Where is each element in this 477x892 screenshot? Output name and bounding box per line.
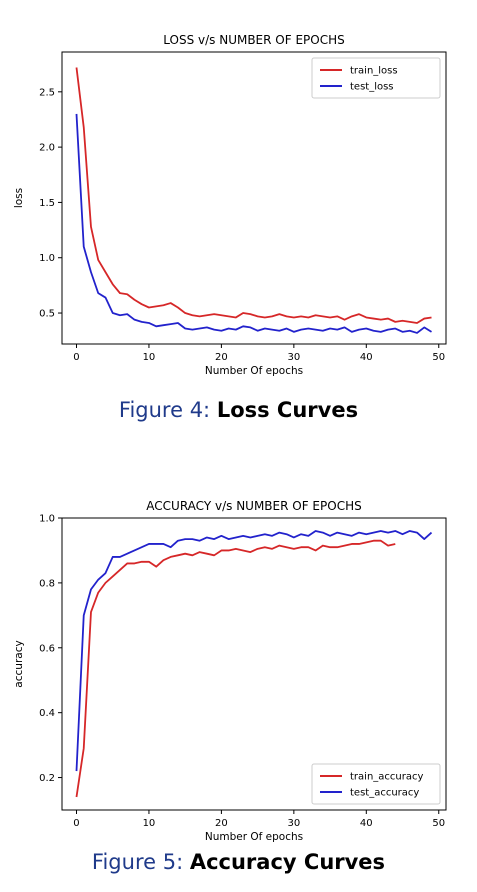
loss-y-tick-label: 1.5 — [39, 198, 55, 209]
accuracy-y-tick-label: 0.6 — [39, 643, 55, 654]
accuracy-legend-box — [311, 763, 441, 805]
accuracy-chart-svg: ACCURACY v/s NUMBER OF EPOCHS 0 10 20 30 40 50… — [13, 499, 447, 843]
accuracy-y-tick-label: 1.0 — [39, 514, 55, 525]
loss-plot-frame — [61, 51, 447, 345]
accuracy-series-test-accuracy — [75, 530, 433, 772]
loss-x-tick-label: 40 — [360, 352, 373, 363]
loss-series-train-loss — [75, 67, 432, 324]
accuracy-x-tick-label: 30 — [287, 818, 300, 829]
accuracy-x-axis-label: Number Of epochs — [205, 831, 303, 843]
figure-4-title: Loss Curves — [216, 398, 359, 422]
loss-chart-title: LOSS v/s NUMBER OF EPOCHS — [163, 33, 345, 47]
loss-x-tick-label: 10 — [143, 352, 156, 363]
accuracy-x-tick-label: 40 — [360, 818, 373, 829]
accuracy-series-train-accuracy — [75, 539, 396, 798]
accuracy-x-tick-label: 20 — [215, 818, 228, 829]
accuracy-plot-frame — [61, 517, 447, 811]
loss-y-axis-label: loss — [13, 188, 25, 208]
loss-curves-chart: LOSS v/s NUMBER OF EPOCHS 0 10 20 30 40 50 0.5 1… — [0, 22, 477, 377]
loss-legend-label: train_loss — [350, 66, 398, 77]
loss-series-test-loss — [75, 113, 432, 334]
figure-4-caption: Figure 4: Loss Curves — [0, 398, 477, 422]
figure-5-label: Figure 5: — [91, 850, 190, 874]
accuracy-chart-title: ACCURACY v/s NUMBER OF EPOCHS — [146, 499, 361, 513]
accuracy-y-tick-label: 0.4 — [39, 708, 55, 719]
accuracy-x-tick-label: 50 — [432, 818, 445, 829]
accuracy-legend: train_accuracy test_accuracy — [311, 763, 441, 805]
loss-x-tick-label: 50 — [432, 352, 445, 363]
accuracy-legend-label: train_accuracy — [350, 772, 423, 783]
loss-legend-label: test_loss — [350, 82, 394, 93]
accuracy-x-tick-label: 0 — [73, 818, 79, 829]
loss-legend: train_loss test_loss — [311, 57, 441, 99]
loss-y-tick-label: 1.0 — [39, 253, 55, 264]
loss-x-tick-label: 0 — [73, 352, 79, 363]
loss-x-tick-label: 30 — [287, 352, 300, 363]
loss-x-tick-label: 20 — [215, 352, 228, 363]
figure-5-title: Accuracy Curves — [189, 850, 386, 874]
figure-5-caption: Figure 5: Accuracy Curves — [0, 850, 477, 874]
loss-y-tick-label: 2.0 — [39, 143, 55, 154]
loss-y-tick-label: 0.5 — [39, 309, 55, 320]
accuracy-x-tick-label: 10 — [143, 818, 156, 829]
loss-x-axis-label: Number Of epochs — [205, 365, 303, 377]
accuracy-curves-chart: ACCURACY v/s NUMBER OF EPOCHS 0 10 20 30 40 50… — [0, 488, 477, 843]
accuracy-y-tick-label: 0.2 — [39, 773, 55, 784]
figure-4-label: Figure 4: — [118, 398, 217, 422]
accuracy-legend-label: test_accuracy — [350, 788, 419, 799]
accuracy-y-axis-label: accuracy — [13, 640, 25, 687]
loss-y-tick-label: 2.5 — [39, 87, 55, 98]
loss-chart-svg: LOSS v/s NUMBER OF EPOCHS 0 10 20 30 40 50 0.5 1… — [13, 33, 447, 377]
accuracy-y-tick-label: 0.8 — [39, 578, 55, 589]
loss-legend-box — [311, 57, 441, 99]
